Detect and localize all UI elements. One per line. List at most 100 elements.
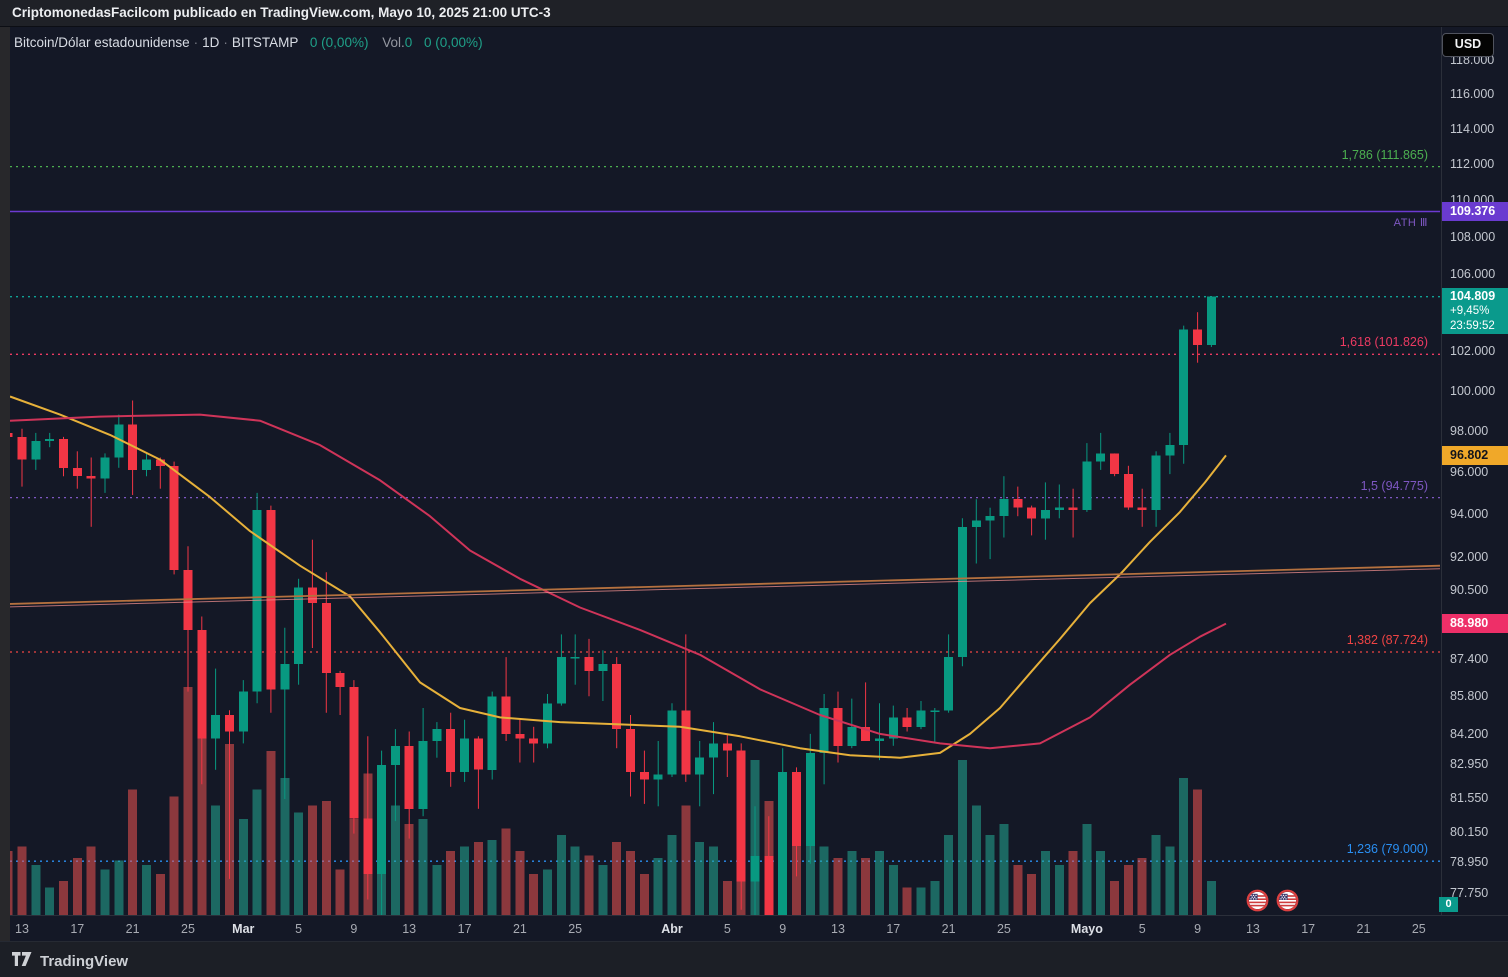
candle[interactable] — [515, 719, 525, 763]
candle[interactable] — [460, 719, 470, 782]
time-axis[interactable]: 13 17 21 25 Mar 5 9 13 17 21 25 Abr 5 9 13 17 21 25 Mayo 5 9… — [0, 915, 1508, 942]
candle[interactable] — [529, 726, 539, 763]
candle[interactable] — [31, 432, 41, 470]
candle[interactable] — [1206, 296, 1216, 347]
candle[interactable] — [418, 708, 428, 817]
price-axis[interactable]: 118.000 116.000 114.000 112.000 110.000 108.0… — [1441, 27, 1508, 915]
candle[interactable] — [709, 722, 718, 795]
candle[interactable] — [750, 806, 760, 977]
candle[interactable] — [501, 657, 511, 741]
candle[interactable] — [335, 670, 345, 715]
candle[interactable] — [639, 750, 649, 804]
level-label-fib-1382[interactable]: 1,382 (87.724) — [1346, 633, 1428, 647]
candle[interactable] — [778, 748, 788, 975]
candle[interactable] — [736, 743, 746, 910]
candle[interactable] — [556, 634, 566, 706]
candle[interactable] — [114, 414, 124, 468]
candle[interactable] — [944, 634, 954, 713]
trendline[interactable] — [0, 564, 1440, 605]
candle[interactable] — [999, 476, 1009, 538]
candle[interactable] — [155, 457, 165, 489]
candle[interactable] — [1013, 486, 1023, 517]
candle[interactable] — [861, 682, 871, 741]
candle[interactable] — [1040, 482, 1050, 540]
candle[interactable] — [1027, 505, 1037, 536]
candle[interactable] — [888, 705, 898, 746]
candle[interactable] — [183, 546, 193, 692]
candle[interactable] — [321, 572, 331, 713]
candle[interactable] — [1096, 432, 1106, 470]
candle[interactable] — [695, 741, 705, 807]
candle[interactable] — [667, 703, 677, 777]
candle[interactable] — [349, 680, 359, 834]
candle[interactable] — [100, 453, 110, 493]
candle[interactable] — [792, 767, 801, 877]
candle[interactable] — [805, 733, 815, 864]
candle[interactable] — [72, 451, 82, 489]
candle[interactable] — [833, 691, 843, 763]
candle[interactable] — [86, 457, 96, 527]
candle[interactable] — [722, 733, 732, 777]
level-label-fib-1786[interactable]: 1,786 (111.865) — [1341, 147, 1428, 162]
candle[interactable] — [404, 731, 414, 839]
candle[interactable] — [1054, 484, 1064, 519]
candle[interactable] — [584, 638, 594, 697]
candle[interactable] — [1123, 465, 1133, 510]
candle[interactable] — [764, 816, 774, 933]
candle[interactable] — [17, 428, 27, 487]
candle[interactable] — [197, 616, 207, 785]
candle[interactable] — [626, 715, 635, 797]
candle[interactable] — [957, 518, 967, 667]
us-flag-icon[interactable] — [1276, 889, 1299, 912]
interval-label[interactable]: 1D — [202, 35, 220, 50]
candle[interactable] — [225, 710, 234, 879]
candle[interactable] — [875, 703, 884, 761]
candle[interactable] — [570, 634, 580, 685]
candle[interactable] — [307, 539, 317, 648]
candle[interactable] — [612, 657, 622, 749]
candle[interactable] — [238, 680, 248, 744]
candle[interactable] — [169, 461, 179, 575]
candle[interactable] — [1151, 451, 1161, 527]
candle[interactable] — [432, 722, 442, 758]
candle[interactable] — [363, 736, 373, 900]
candle[interactable] — [847, 698, 857, 749]
candle[interactable] — [971, 499, 981, 564]
candle[interactable] — [487, 691, 497, 780]
candle[interactable] — [4, 423, 13, 497]
candle[interactable] — [1193, 312, 1203, 363]
exchange-label[interactable]: BITSTAMP — [231, 35, 299, 50]
candle[interactable] — [142, 453, 151, 477]
level-label-fib-1618[interactable]: 1,618 (101.826) — [1339, 335, 1428, 350]
candle[interactable] — [446, 712, 456, 787]
candle[interactable] — [266, 505, 276, 713]
currency-toggle-button[interactable]: USD — [1442, 33, 1494, 57]
candle[interactable] — [930, 708, 940, 744]
candle[interactable] — [819, 694, 829, 785]
candle[interactable] — [45, 432, 55, 448]
symbol-title[interactable]: Bitcoin/Dólar estadounidense — [14, 35, 190, 50]
level-label-fib-1236[interactable]: 1,236 (79.000) — [1346, 842, 1428, 857]
candle[interactable] — [211, 668, 221, 770]
candle[interactable] — [473, 736, 483, 809]
level-label-fib-15[interactable]: 1,5 (94.775) — [1360, 478, 1428, 493]
candle[interactable] — [1082, 443, 1092, 512]
candle[interactable] — [653, 741, 663, 807]
tradingview-brand[interactable]: TradingView — [12, 951, 128, 972]
candle[interactable] — [390, 729, 400, 822]
candle[interactable] — [1165, 432, 1175, 475]
candle[interactable] — [1137, 488, 1147, 527]
candle[interactable] — [377, 750, 387, 921]
candle[interactable] — [985, 507, 995, 560]
candle[interactable] — [902, 708, 912, 732]
candle[interactable] — [598, 650, 608, 701]
candle[interactable] — [59, 436, 68, 477]
us-flag-icon[interactable] — [1246, 889, 1269, 912]
candle[interactable] — [1179, 325, 1189, 464]
candle[interactable] — [294, 578, 304, 685]
candle[interactable] — [916, 701, 926, 730]
candle[interactable] — [280, 627, 290, 799]
candle[interactable] — [1110, 453, 1120, 477]
candle[interactable] — [681, 634, 691, 782]
